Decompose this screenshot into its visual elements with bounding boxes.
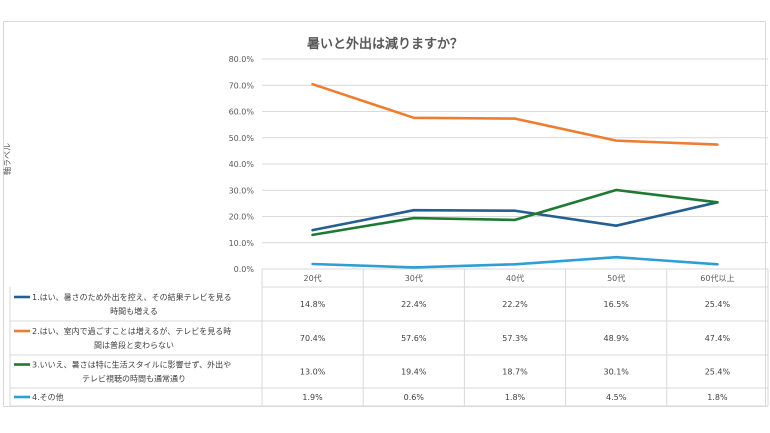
data-point [311, 262, 314, 266]
data-label: 1.8% [505, 393, 526, 402]
data-label: 22.4% [401, 300, 427, 309]
y-tick-label: 20.0% [229, 213, 255, 222]
data-point [615, 188, 618, 192]
data-label: 48.9% [603, 334, 629, 343]
data-point [615, 139, 618, 142]
series-name: 2.はい、室内で過ごすことは増えるが、テレビを見る時 [32, 326, 231, 336]
x-tick-label: 30代 [405, 273, 423, 283]
series-name: 時間も増える [110, 306, 158, 316]
series-name: 1.はい、暑さのため外出を控え、その結果テレビを見る [32, 292, 232, 302]
data-label: 1.9% [302, 393, 323, 402]
data-point [615, 255, 618, 259]
data-point [716, 263, 719, 266]
data-label: 18.7% [502, 368, 528, 377]
data-point [412, 266, 415, 269]
data-label: 70.4% [300, 334, 326, 343]
data-label: 4.5% [606, 393, 627, 402]
data-point [311, 228, 314, 232]
x-tick-label: 60代以上 [700, 273, 734, 283]
series-name: 3.いいえ、暑さは特に生活スタイルに影響せず、外出や [32, 360, 231, 370]
data-label: 57.3% [502, 334, 528, 343]
chart-title: 暑いと外出は減りますか？ [306, 37, 463, 52]
data-label: 16.5% [603, 300, 629, 309]
y-tick-label: 80.0% [229, 55, 255, 64]
data-label: 13.0% [300, 368, 326, 377]
x-tick-label: 40代 [506, 273, 524, 283]
data-point [412, 116, 415, 120]
y-tick-label: 0.0% [234, 265, 255, 274]
series-line [311, 82, 719, 146]
data-point [311, 233, 314, 237]
data-label: 14.8% [300, 300, 326, 309]
data-point [716, 143, 719, 146]
y-tick-label: 40.0% [229, 160, 255, 169]
data-point [615, 224, 618, 227]
data-point [412, 216, 415, 220]
data-point [311, 83, 314, 86]
series-line [311, 255, 719, 269]
y-tick-label: 30.0% [229, 186, 255, 195]
y-tick-label: 50.0% [229, 134, 255, 143]
data-label: 25.4% [705, 368, 731, 377]
data-point [513, 209, 517, 212]
data-point [513, 218, 517, 222]
data-label: 19.4% [401, 368, 427, 377]
series-name: テレビ視聴の時間も通常通り [82, 374, 186, 384]
x-tick-label: 20代 [304, 273, 322, 283]
y-tick-label: 70.0% [229, 81, 255, 90]
data-label: 25.4% [705, 300, 731, 309]
data-label: 1.8% [707, 393, 728, 402]
data-label: 22.2% [502, 300, 528, 309]
x-tick-label: 50代 [607, 273, 625, 283]
data-point [716, 201, 719, 204]
data-label: 57.6% [401, 334, 427, 343]
data-label: 47.4% [705, 334, 731, 343]
data-point [513, 263, 517, 266]
series-line [311, 188, 719, 237]
data-point [412, 209, 415, 212]
y-tick-label: 10.0% [229, 239, 255, 248]
series-name: 4.その他 [32, 392, 64, 402]
data-point [513, 117, 517, 120]
data-label: 0.6% [404, 393, 425, 402]
y-tick-label: 60.0% [229, 108, 255, 117]
series-name: 間は普段と変わらない [94, 340, 174, 350]
data-label: 30.1% [603, 368, 629, 377]
